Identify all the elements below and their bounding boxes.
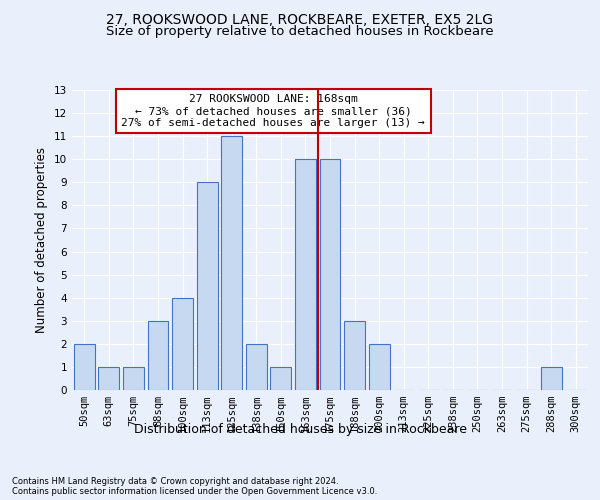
Bar (123, 367, 144, 390)
Bar (271, 367, 292, 390)
Bar (148, 321, 169, 390)
Text: Size of property relative to detached houses in Rockbeare: Size of property relative to detached ho… (106, 25, 494, 38)
Bar (246, 344, 267, 390)
Text: Contains public sector information licensed under the Open Government Licence v3: Contains public sector information licen… (12, 488, 377, 496)
Bar (320, 159, 340, 390)
Bar (344, 321, 365, 390)
Y-axis label: Number of detached properties: Number of detached properties (35, 147, 49, 333)
Text: 27, ROOKSWOOD LANE, ROCKBEARE, EXETER, EX5 2LG: 27, ROOKSWOOD LANE, ROCKBEARE, EXETER, E… (107, 12, 493, 26)
Bar (197, 182, 218, 390)
Bar (172, 298, 193, 390)
Bar (295, 159, 316, 390)
Bar (74, 344, 95, 390)
Bar (541, 367, 562, 390)
Text: 27 ROOKSWOOD LANE: 168sqm
← 73% of detached houses are smaller (36)
27% of semi-: 27 ROOKSWOOD LANE: 168sqm ← 73% of detac… (121, 94, 425, 128)
Bar (368, 344, 389, 390)
Bar (221, 136, 242, 390)
Text: Contains HM Land Registry data © Crown copyright and database right 2024.: Contains HM Land Registry data © Crown c… (12, 478, 338, 486)
Text: Distribution of detached houses by size in Rockbeare: Distribution of detached houses by size … (133, 422, 467, 436)
Bar (98, 367, 119, 390)
